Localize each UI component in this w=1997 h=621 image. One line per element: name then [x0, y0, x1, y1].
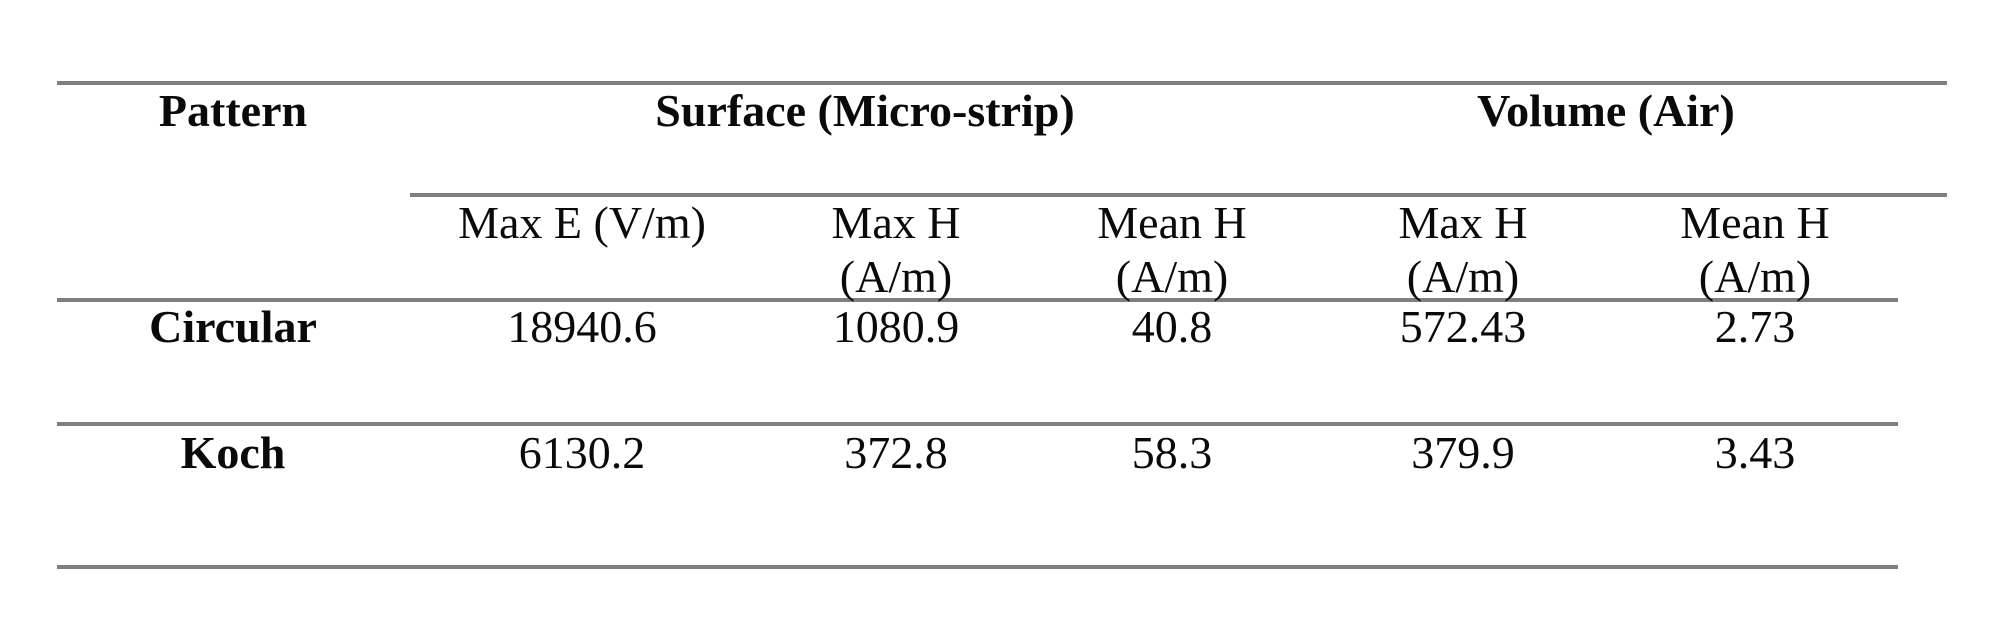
subheader-mean-h-surface-line1: Mean H	[1097, 197, 1247, 248]
cell-koch-max-h-surface: 372.8	[844, 427, 948, 478]
cell-circular-max-h-volume: 572.43	[1399, 301, 1527, 352]
cell-circular-max-e: 18940.6	[507, 301, 657, 352]
table-rule-top	[57, 81, 1947, 85]
cell-koch-max-e: 6130.2	[518, 427, 646, 478]
surface-group-header: Surface (Micro-strip)	[655, 85, 1075, 136]
subheader-max-e-line1: Max E (V/m)	[458, 197, 706, 248]
volume-group-header: Volume (Air)	[1477, 85, 1735, 136]
cell-circular-mean-h-surface: 40.8	[1131, 301, 1213, 352]
subheader-mean-h-volume-line1: Mean H	[1680, 197, 1830, 248]
subheader-mean-h-surface: Mean H (A/m)	[992, 196, 1352, 304]
cell-circular-mean-h-volume: 2.73	[1714, 301, 1796, 352]
cell-koch-mean-h-surface: 58.3	[1131, 427, 1213, 478]
row-circular-label: Circular	[149, 301, 317, 352]
subheader-max-e-surface: Max E (V/m)	[402, 196, 762, 250]
row-koch-label: Koch	[180, 427, 286, 478]
subheader-max-h-surface-line1: Max H	[831, 197, 961, 248]
cell-koch-max-h-volume: 379.9	[1411, 427, 1515, 478]
subheader-max-h-volume: Max H (A/m)	[1283, 196, 1643, 304]
subheader-max-h-volume-line2: (A/m)	[1406, 251, 1520, 302]
table-rule-under-groups	[410, 193, 1947, 197]
cell-koch-mean-h-volume: 3.43	[1714, 427, 1796, 478]
cell-circular-max-h-surface: 1080.9	[832, 301, 960, 352]
subheader-max-h-surface-line2: (A/m)	[839, 251, 953, 302]
subheader-mean-h-surface-line2: (A/m)	[1115, 251, 1229, 302]
subheader-mean-h-volume: Mean H (A/m)	[1575, 196, 1935, 304]
table-rule-bottom	[57, 565, 1898, 569]
subheader-mean-h-volume-line2: (A/m)	[1698, 251, 1812, 302]
subheader-max-h-surface: Max H (A/m)	[716, 196, 1076, 304]
pattern-column-header: Pattern	[158, 85, 308, 136]
table-rule-under-subheaders	[57, 298, 1898, 302]
subheader-max-h-volume-line1: Max H	[1398, 197, 1528, 248]
table-rule-row-separator	[57, 422, 1898, 426]
